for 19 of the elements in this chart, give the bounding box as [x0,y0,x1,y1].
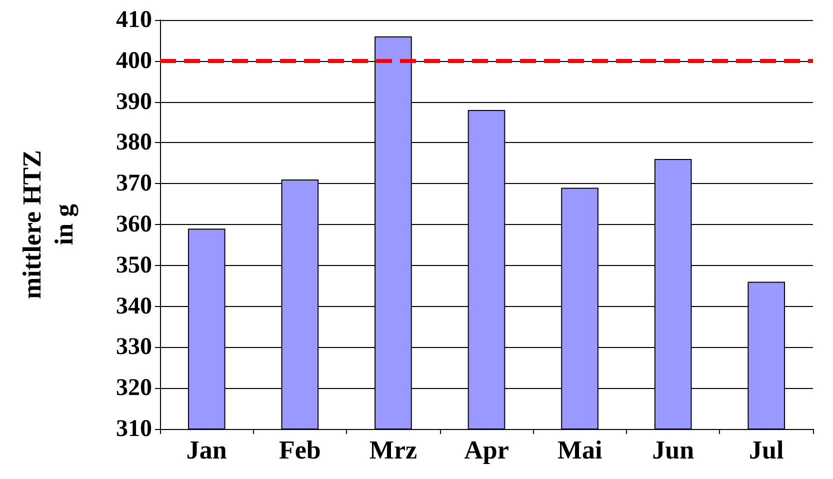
y-tick-label: 320 [116,375,152,402]
x-tick-label: Jul [749,436,784,464]
y-tick-label: 360 [116,212,152,238]
x-tick-label: Apr [464,436,509,464]
y-tick-label: 330 [116,334,152,360]
y-tick-label: 410 [116,7,152,33]
y-tick-label: 380 [116,130,152,156]
x-tick-label: Feb [278,436,321,464]
y-tick-label: 350 [116,252,152,278]
x-tick-label: Jan [186,436,228,464]
x-tick-label: Mrz [369,436,418,464]
y-tick-label: 370 [116,170,152,197]
y-tick-label: 310 [116,416,152,442]
x-tick-label: Jun [652,436,695,464]
y-tick-label: 340 [116,293,152,320]
y-tick-label: 390 [116,88,152,115]
y-axis-title: mittlere HTZ in g [18,150,78,299]
x-tick-label: Mai [557,436,602,464]
y-tick-label: 400 [116,48,152,74]
